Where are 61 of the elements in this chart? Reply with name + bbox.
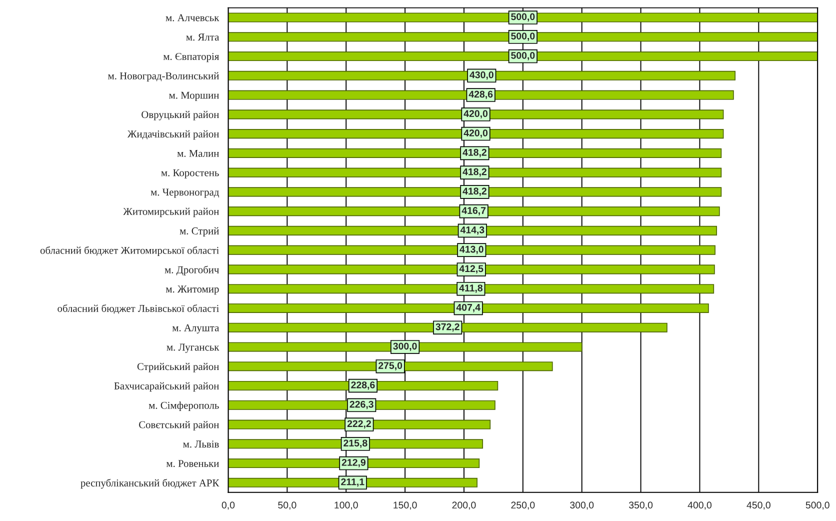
x-tick-label: 0,0 xyxy=(222,502,235,510)
data-label: 228,6 xyxy=(351,381,375,390)
data-label: 500,0 xyxy=(511,52,535,60)
y-tick-label: республіканський бюджет АРК xyxy=(80,478,220,489)
y-tick-label: м. Моршин xyxy=(169,92,219,101)
data-label: 226,3 xyxy=(350,400,374,410)
y-tick-label: обласний бюджет Львівської області xyxy=(58,304,219,314)
data-label: 372,2 xyxy=(436,323,460,332)
data-label: 211,1 xyxy=(341,478,364,487)
data-label: 412,5 xyxy=(459,265,484,274)
y-tick-label: м. Новоград-Волинський xyxy=(108,72,219,82)
data-label: 420,0 xyxy=(464,110,488,118)
y-tick-label: м. Дрогобич xyxy=(164,266,219,276)
x-tick-label: 50,0 xyxy=(278,502,296,510)
y-tick-label: м. Червоноград xyxy=(150,188,219,198)
y-tick-label: м. Ялта xyxy=(186,34,220,41)
y-tick-label: Совєтський район xyxy=(139,420,219,430)
y-tick-label: Житомирський район xyxy=(123,208,219,218)
y-tick-label: м. Сімферополь xyxy=(148,402,219,411)
y-tick-label: Овруцький район xyxy=(142,110,219,120)
y-tick-label: Стрийський район xyxy=(137,362,219,372)
y-tick-label: м. Стрий xyxy=(180,227,219,237)
y-tick-label: Жидачівський район xyxy=(127,130,219,140)
y-tick-label: Бахчисарайський район xyxy=(114,382,219,392)
data-label: 418,2 xyxy=(462,148,486,158)
y-tick-label: м. Ровеньки xyxy=(166,460,219,468)
data-label: 420,0 xyxy=(464,130,488,138)
data-label: 418,2 xyxy=(462,168,486,177)
data-label: 222,2 xyxy=(347,420,371,429)
y-tick-label: м. Коростень xyxy=(161,169,219,178)
x-tick-label: 350,0 xyxy=(629,502,653,510)
data-label: 413,0 xyxy=(460,246,484,254)
x-tick-label: 250,0 xyxy=(511,502,535,510)
x-tick-label: 400,0 xyxy=(688,502,712,510)
data-label: 212,9 xyxy=(342,459,366,468)
y-tick-label: м. Малин xyxy=(177,150,219,157)
x-tick-label: 100,0 xyxy=(334,502,358,510)
x-tick-label: 200,0 xyxy=(452,502,476,510)
data-label: 411,8 xyxy=(459,284,483,293)
x-tick-label: 450,0 xyxy=(746,502,770,510)
y-tick-label: м. Житомир xyxy=(166,286,219,295)
data-label: 500,0 xyxy=(511,32,535,41)
x-tick-label: 500,0 xyxy=(806,502,830,510)
data-label: 407,4 xyxy=(456,304,480,312)
y-tick-label: м. Алушта xyxy=(172,324,220,334)
data-label: 416,7 xyxy=(462,207,486,216)
x-tick-label: 300,0 xyxy=(570,502,594,510)
data-label: 215,8 xyxy=(344,440,368,448)
y-tick-label: обласний бюджет Житомирської області xyxy=(40,246,219,256)
data-label: 500,0 xyxy=(511,13,535,22)
data-label: 430,0 xyxy=(470,71,494,80)
y-tick-label: м. Львів xyxy=(183,440,219,448)
y-tick-label: м. Луганськ xyxy=(166,344,220,353)
data-label: 300,0 xyxy=(393,342,417,352)
data-label: 418,2 xyxy=(462,188,486,196)
data-label: 428,6 xyxy=(468,90,493,100)
x-tick-label: 150,0 xyxy=(394,502,417,510)
y-tick-label: м. Алчевськ xyxy=(166,14,220,22)
data-label: 414,3 xyxy=(460,226,484,235)
data-label: 275,0 xyxy=(378,362,402,370)
y-tick-label: м. Євпаторія xyxy=(163,52,220,62)
